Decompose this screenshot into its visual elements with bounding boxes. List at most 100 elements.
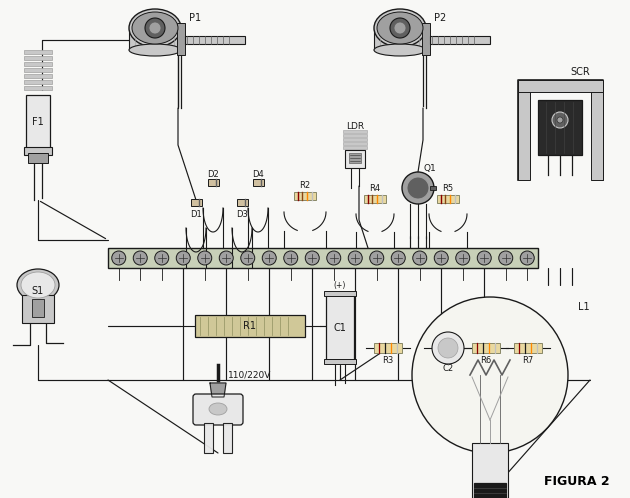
Circle shape — [391, 251, 405, 265]
Circle shape — [241, 251, 255, 265]
Bar — [538, 100, 582, 155]
Circle shape — [176, 251, 190, 265]
Ellipse shape — [374, 44, 426, 56]
Bar — [324, 291, 356, 296]
Bar — [195, 315, 305, 337]
Bar — [345, 150, 365, 168]
Bar — [422, 23, 430, 55]
Circle shape — [198, 251, 212, 265]
Bar — [223, 423, 232, 453]
Text: Q1: Q1 — [423, 163, 436, 172]
Bar — [437, 195, 459, 203]
Text: D2: D2 — [207, 169, 219, 178]
Text: LDR: LDR — [346, 122, 364, 130]
Circle shape — [219, 251, 233, 265]
Circle shape — [520, 251, 534, 265]
Circle shape — [348, 251, 362, 265]
Bar — [185, 36, 245, 44]
Circle shape — [327, 251, 341, 265]
Ellipse shape — [377, 12, 423, 44]
Text: (+): (+) — [334, 280, 347, 289]
Bar — [364, 195, 386, 203]
Text: P1: P1 — [189, 13, 201, 23]
Text: R6: R6 — [480, 356, 491, 365]
Circle shape — [412, 297, 568, 453]
Bar — [177, 23, 185, 55]
Text: D1: D1 — [190, 210, 202, 219]
Circle shape — [145, 18, 165, 38]
Bar — [24, 86, 52, 90]
Circle shape — [306, 251, 319, 265]
Bar — [207, 179, 219, 186]
Bar — [24, 80, 52, 84]
Circle shape — [370, 251, 384, 265]
Circle shape — [432, 332, 464, 364]
Circle shape — [434, 251, 449, 265]
Circle shape — [155, 251, 169, 265]
Circle shape — [552, 112, 568, 128]
Text: C2: C2 — [442, 364, 454, 373]
Circle shape — [390, 18, 410, 38]
Bar — [129, 28, 181, 50]
Bar — [514, 343, 542, 353]
Circle shape — [499, 251, 513, 265]
Text: C1: C1 — [333, 323, 347, 333]
Text: R3: R3 — [382, 356, 394, 365]
Text: R4: R4 — [369, 184, 381, 193]
Circle shape — [149, 22, 161, 34]
Bar — [374, 28, 426, 50]
Circle shape — [134, 251, 147, 265]
Ellipse shape — [209, 403, 227, 415]
Bar — [343, 146, 367, 149]
Bar — [430, 36, 490, 44]
Bar — [28, 153, 48, 163]
Text: L1: L1 — [578, 302, 590, 312]
Text: R7: R7 — [522, 356, 534, 365]
Bar — [108, 248, 538, 268]
Text: D3: D3 — [236, 210, 248, 219]
Text: S1: S1 — [32, 286, 44, 296]
Bar — [517, 80, 602, 92]
Text: R2: R2 — [299, 181, 311, 190]
Bar — [472, 343, 500, 353]
Bar — [204, 423, 213, 453]
Text: FIGURA 2: FIGURA 2 — [544, 475, 610, 488]
Circle shape — [262, 251, 276, 265]
Text: SCR: SCR — [570, 67, 590, 77]
Text: F1: F1 — [32, 117, 44, 127]
Bar — [24, 56, 52, 60]
Circle shape — [402, 172, 434, 204]
Ellipse shape — [129, 44, 181, 56]
Bar — [590, 80, 602, 180]
Ellipse shape — [129, 9, 181, 47]
Bar — [324, 359, 356, 364]
Circle shape — [407, 177, 429, 199]
Bar — [343, 142, 367, 145]
Bar — [349, 153, 361, 163]
Text: D4: D4 — [252, 169, 264, 178]
Bar — [32, 299, 44, 317]
Bar — [529, 92, 590, 180]
FancyBboxPatch shape — [193, 394, 243, 425]
Bar — [26, 95, 50, 150]
Bar — [517, 80, 529, 180]
Bar — [24, 50, 52, 54]
Bar — [474, 483, 506, 498]
Bar — [253, 179, 263, 186]
Circle shape — [478, 251, 491, 265]
Bar — [343, 134, 367, 137]
Polygon shape — [210, 383, 226, 397]
Bar — [343, 130, 367, 133]
Ellipse shape — [374, 9, 426, 47]
Text: R5: R5 — [442, 184, 454, 193]
Text: 110/220V: 110/220V — [228, 371, 272, 379]
Bar — [22, 295, 54, 323]
Text: R1: R1 — [244, 321, 256, 331]
Ellipse shape — [21, 272, 55, 298]
Bar — [326, 295, 354, 360]
Circle shape — [413, 251, 427, 265]
Bar — [236, 199, 248, 206]
Ellipse shape — [132, 12, 178, 44]
Bar — [472, 443, 508, 498]
Circle shape — [557, 117, 563, 123]
